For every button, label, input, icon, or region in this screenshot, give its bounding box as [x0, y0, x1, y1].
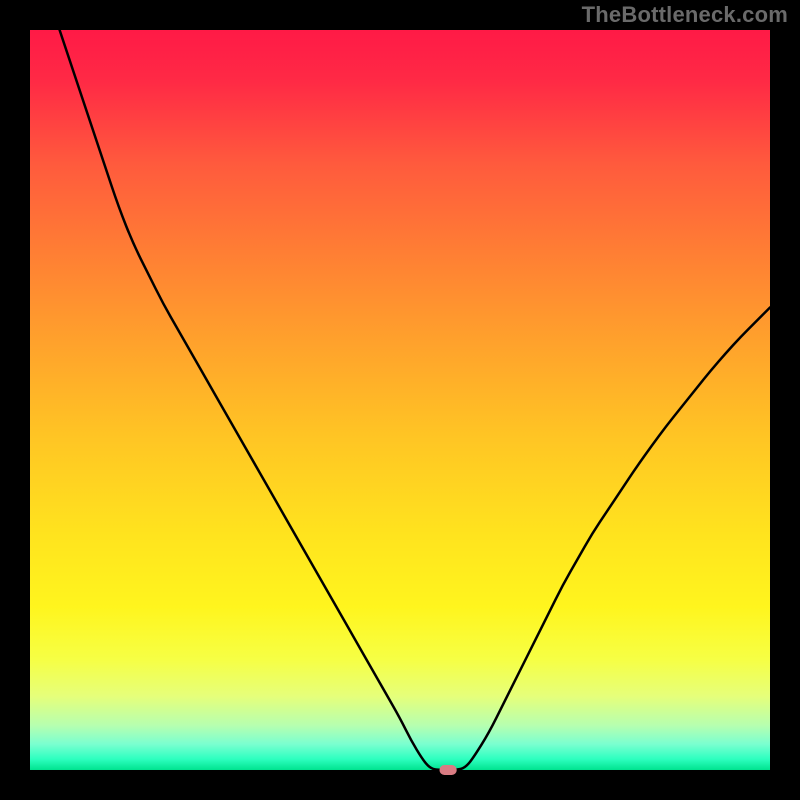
bottleneck-chart	[0, 0, 800, 800]
watermark-text: TheBottleneck.com	[582, 2, 788, 28]
optimal-point-marker	[440, 766, 456, 775]
chart-container: TheBottleneck.com	[0, 0, 800, 800]
chart-gradient-background	[30, 30, 770, 770]
